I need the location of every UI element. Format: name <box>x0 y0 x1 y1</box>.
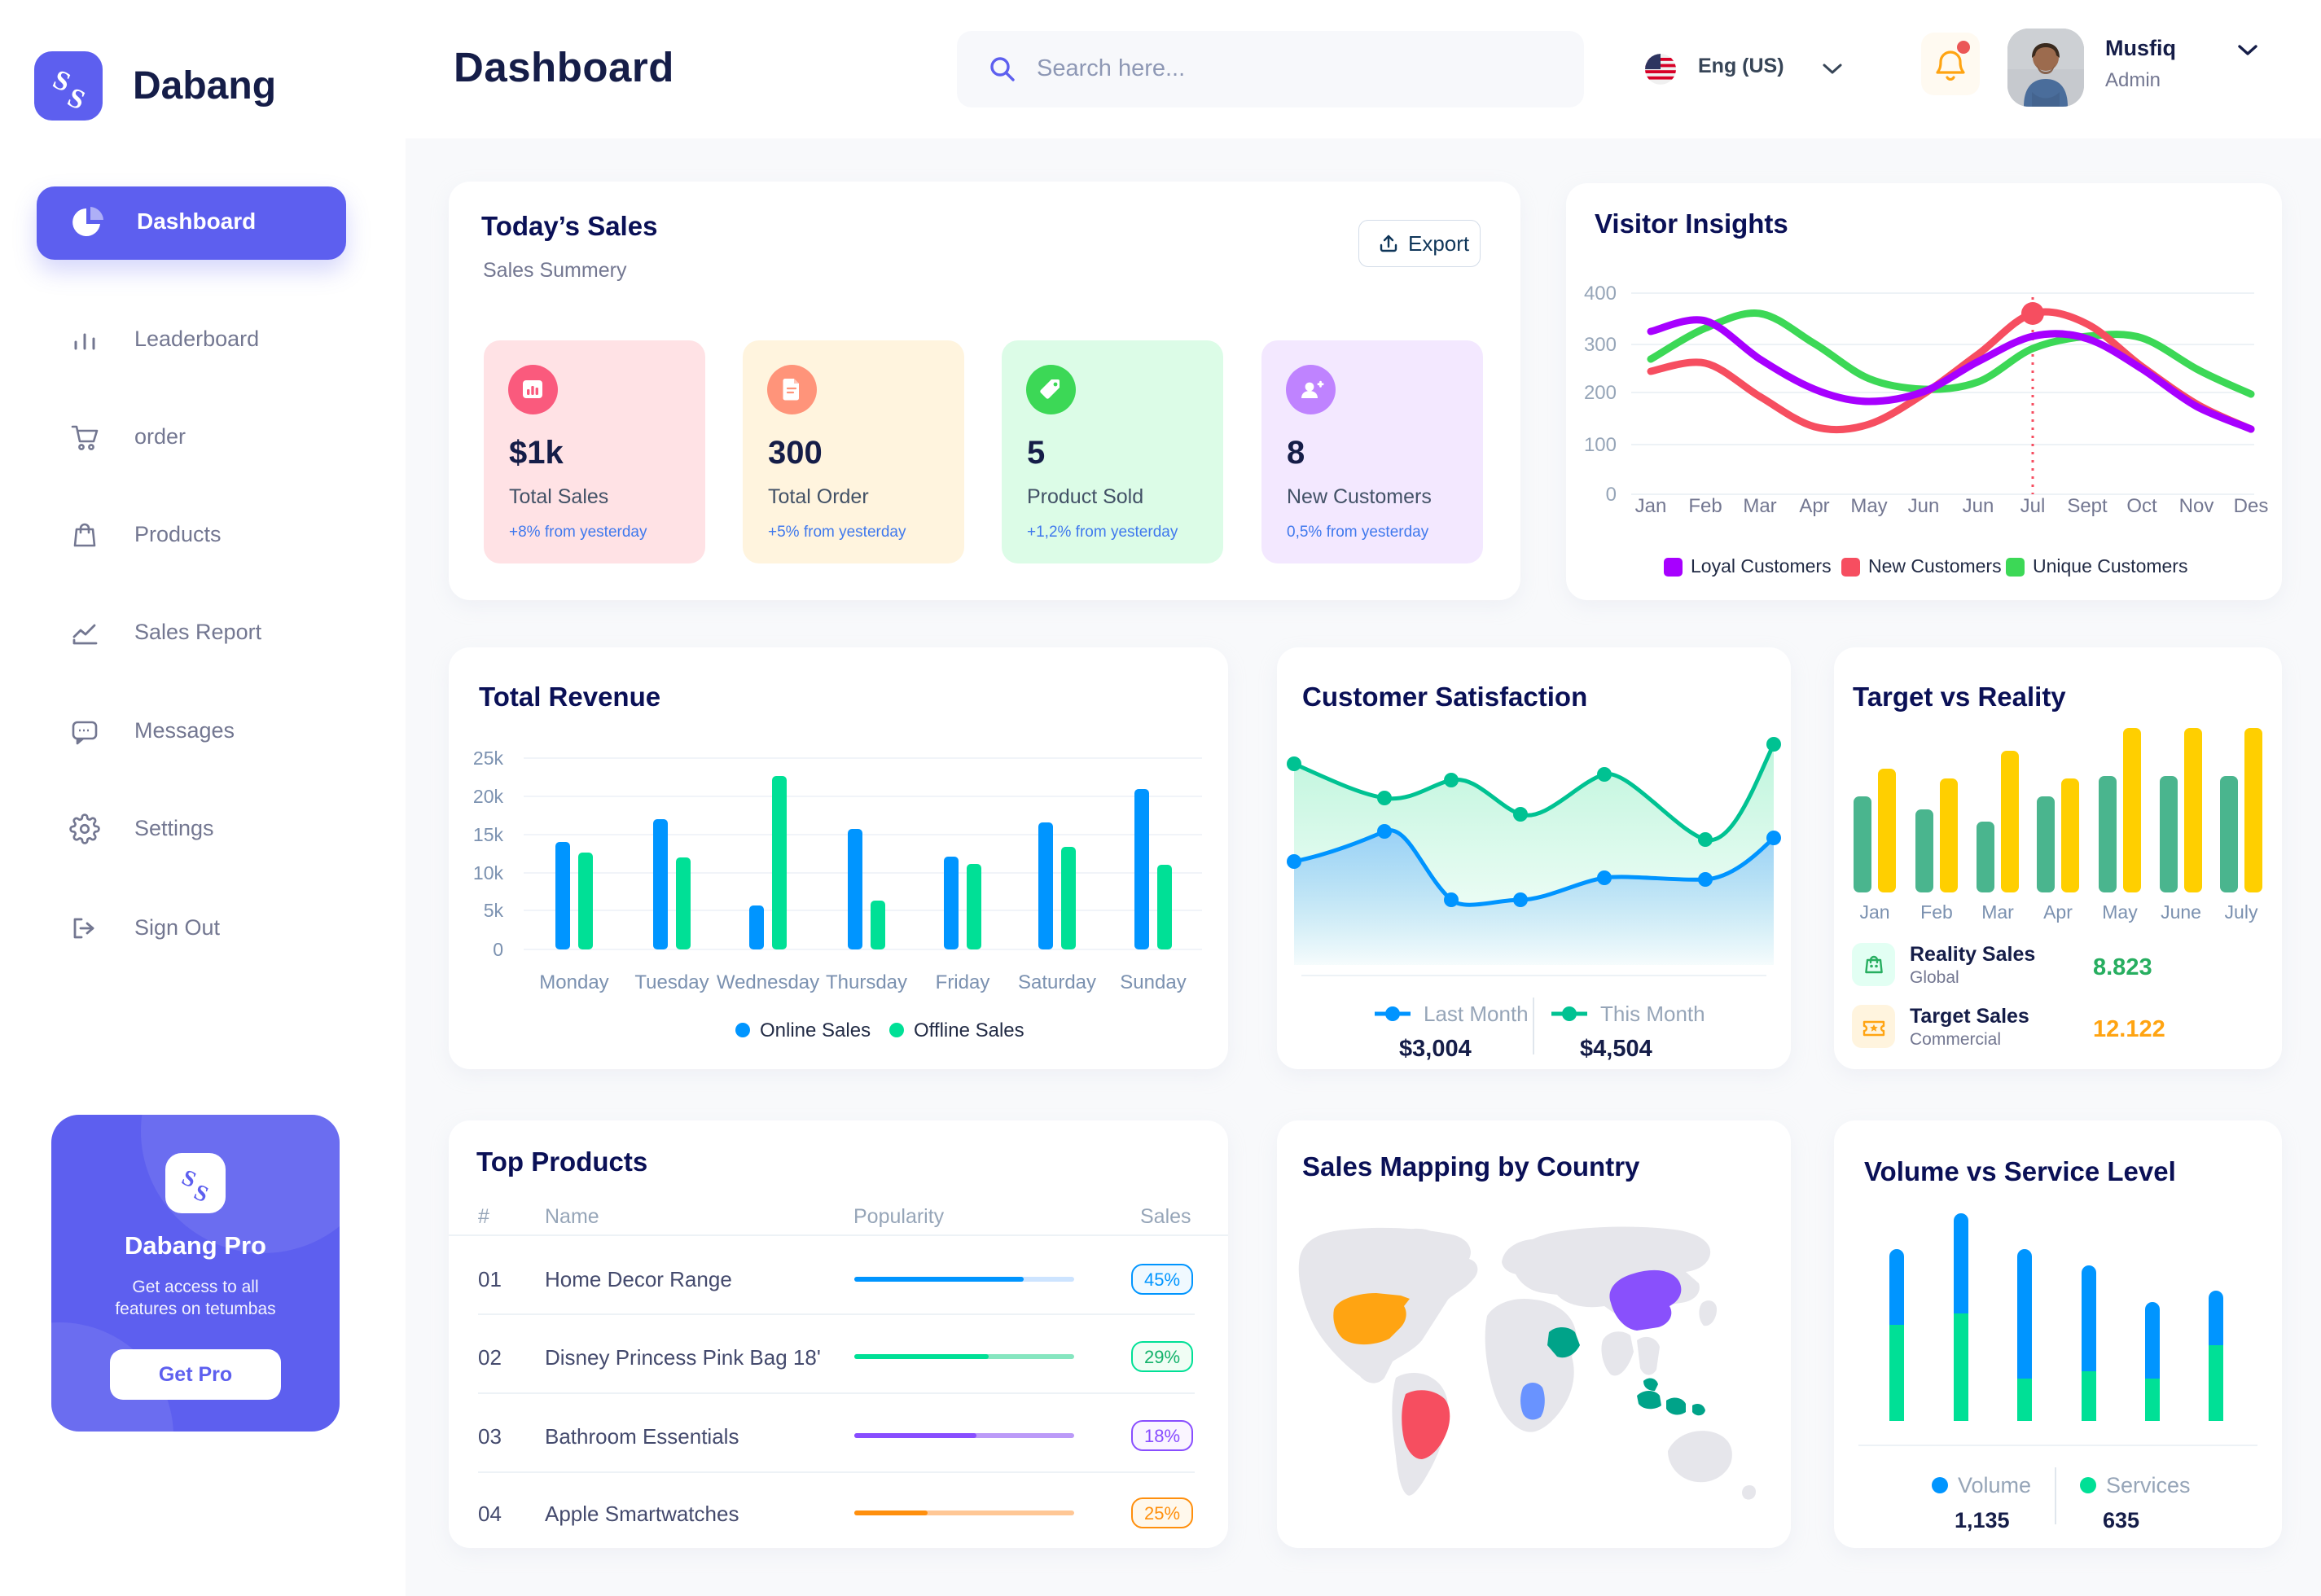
svg-text:Mar: Mar <box>1981 901 2014 923</box>
svg-text:Apr: Apr <box>2043 901 2073 923</box>
svg-text:May: May <box>2102 901 2138 923</box>
svg-text:July: July <box>2225 901 2258 923</box>
svg-text:Nov: Nov <box>2179 495 2214 517</box>
svg-text:$4,504: $4,504 <box>1580 1036 1652 1062</box>
svg-text:Oct: Oct <box>2126 495 2157 517</box>
svg-text:Sept: Sept <box>2067 495 2108 517</box>
svg-text:May: May <box>1850 495 1887 517</box>
svg-text:$3,004: $3,004 <box>1399 1036 1472 1062</box>
svg-text:100: 100 <box>1584 434 1617 456</box>
svg-text:Services: Services <box>2106 1473 2191 1497</box>
svg-text:1,135: 1,135 <box>1955 1508 2010 1532</box>
svg-text:15k: 15k <box>473 824 504 845</box>
svg-text:Tuesday: Tuesday <box>634 971 709 993</box>
svg-text:Unique Customers: Unique Customers <box>2033 555 2187 577</box>
svg-text:20k: 20k <box>473 786 504 807</box>
svg-text:0: 0 <box>493 939 503 960</box>
svg-text:5k: 5k <box>484 900 504 921</box>
svg-text:Des: Des <box>2234 495 2269 517</box>
svg-text:New Customers: New Customers <box>1868 555 2002 577</box>
svg-text:Offline Sales: Offline Sales <box>914 1019 1024 1041</box>
svg-text:25k: 25k <box>473 748 504 769</box>
svg-text:10k: 10k <box>473 862 504 884</box>
svg-text:Feb: Feb <box>1920 901 1953 923</box>
svg-text:Monday: Monday <box>539 971 608 993</box>
svg-text:Loyal Customers: Loyal Customers <box>1691 555 1832 577</box>
svg-text:Jan: Jan <box>1859 901 1889 923</box>
svg-text:Thursday: Thursday <box>826 971 907 993</box>
svg-text:400: 400 <box>1584 283 1617 305</box>
svg-text:Friday: Friday <box>936 971 990 993</box>
svg-text:Wednesday: Wednesday <box>717 971 819 993</box>
svg-text:This Month: This Month <box>1600 1002 1705 1026</box>
svg-text:Sunday: Sunday <box>1120 971 1186 993</box>
svg-text:Mar: Mar <box>1743 495 1776 517</box>
svg-text:Apr: Apr <box>1799 495 1829 517</box>
svg-text:Online Sales: Online Sales <box>760 1019 871 1041</box>
svg-text:Saturday: Saturday <box>1018 971 1096 993</box>
svg-text:Volume: Volume <box>1958 1473 2031 1497</box>
svg-text:300: 300 <box>1584 334 1617 356</box>
svg-text:200: 200 <box>1584 382 1617 404</box>
svg-text:Jul: Jul <box>2020 495 2046 517</box>
svg-text:0: 0 <box>1606 484 1617 506</box>
svg-text:Feb: Feb <box>1688 495 1722 517</box>
svg-text:Jun: Jun <box>1963 495 1994 517</box>
svg-text:Jan: Jan <box>1635 495 1667 517</box>
svg-text:Last Month: Last Month <box>1424 1002 1529 1026</box>
svg-text:635: 635 <box>2103 1508 2139 1532</box>
svg-text:June: June <box>2161 901 2201 923</box>
svg-text:Jun: Jun <box>1908 495 1940 517</box>
